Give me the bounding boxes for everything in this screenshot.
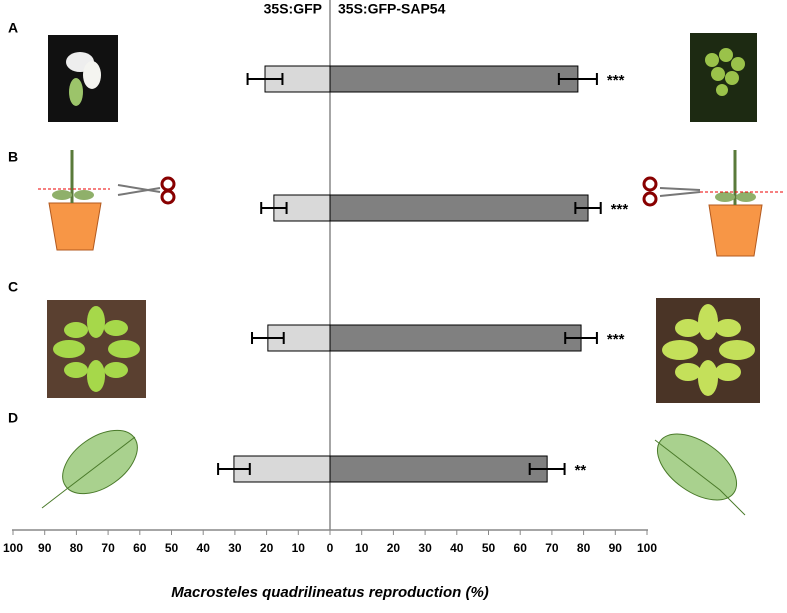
error-bar bbox=[564, 332, 598, 344]
rosette-leaves bbox=[53, 306, 140, 392]
x-tick-label: 70 bbox=[545, 541, 559, 555]
x-tick-label: 100 bbox=[637, 541, 657, 555]
x-tick-label: 50 bbox=[165, 541, 179, 555]
significance: *** bbox=[611, 201, 629, 218]
x-axis-label: Macrosteles quadrilineatus reproduction … bbox=[171, 584, 489, 601]
significance: *** bbox=[607, 72, 625, 89]
error-bar bbox=[217, 463, 251, 475]
flower-photo bbox=[48, 35, 118, 122]
x-tick-label: 80 bbox=[577, 541, 591, 555]
petal bbox=[83, 61, 101, 89]
leaf-right bbox=[654, 433, 746, 516]
rosette-leaves bbox=[662, 304, 755, 396]
error-bar bbox=[246, 73, 284, 85]
bar bbox=[329, 324, 582, 352]
error-bar bbox=[557, 73, 598, 85]
significance: ** bbox=[575, 462, 587, 479]
panel-label: C bbox=[8, 279, 18, 295]
green-buds bbox=[705, 48, 745, 96]
x-tick-label: 60 bbox=[133, 541, 147, 555]
error-bar bbox=[574, 202, 602, 214]
legend-label: 35S:GFP-SAP54 bbox=[338, 1, 446, 17]
x-tick-label: 40 bbox=[197, 541, 211, 555]
x-tick-label: 0 bbox=[327, 541, 334, 555]
x-tick-label: 40 bbox=[450, 541, 464, 555]
sepal bbox=[69, 78, 83, 106]
error-bar bbox=[251, 332, 285, 344]
bar bbox=[329, 194, 589, 222]
leaf-left bbox=[41, 429, 138, 509]
bar bbox=[329, 455, 548, 483]
x-tick-label: 10 bbox=[355, 541, 369, 555]
x-tick-label: 30 bbox=[228, 541, 242, 555]
x-tick-label: 90 bbox=[38, 541, 52, 555]
bar bbox=[329, 65, 579, 93]
x-tick-label: 100 bbox=[3, 541, 23, 555]
panel-label: B bbox=[8, 149, 18, 165]
x-tick-label: 90 bbox=[609, 541, 623, 555]
pot-right bbox=[642, 150, 785, 257]
x-tick-label: 20 bbox=[387, 541, 401, 555]
illustrations bbox=[38, 33, 785, 516]
error-bar bbox=[260, 202, 288, 214]
x-tick-label: 50 bbox=[482, 541, 496, 555]
x-tick-label: 60 bbox=[514, 541, 528, 555]
x-tick-label: 30 bbox=[418, 541, 432, 555]
x-tick-label: 80 bbox=[70, 541, 84, 555]
panel-label: A bbox=[8, 20, 18, 36]
panel-label: D bbox=[8, 410, 18, 426]
x-tick-label: 10 bbox=[292, 541, 306, 555]
error-bar bbox=[528, 463, 566, 475]
x-tick-label: 70 bbox=[101, 541, 115, 555]
legend-label: 35S:GFP bbox=[264, 1, 322, 17]
x-tick-label: 20 bbox=[260, 541, 274, 555]
pot-left bbox=[38, 150, 176, 251]
significance: *** bbox=[607, 331, 625, 348]
